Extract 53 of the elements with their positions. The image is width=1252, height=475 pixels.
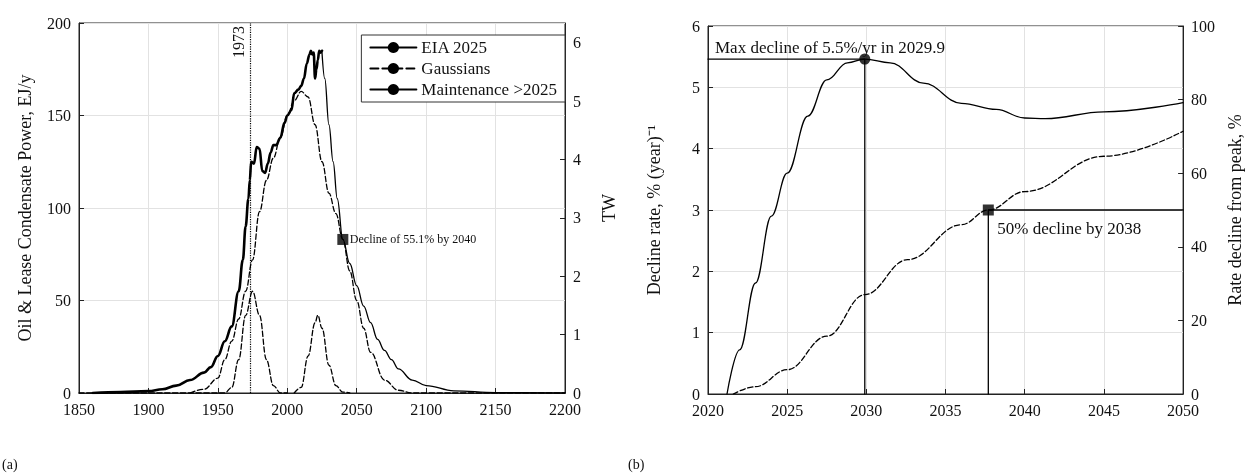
x-tick-label: 2020 [692,401,724,419]
annotation: Decline of 55.1% by 2040 [349,232,477,247]
text: (a) [2,456,18,473]
y2-tick-label: 5 [573,92,581,110]
y-tick-label: 150 [47,107,71,124]
legend-label: Gaussians [421,59,491,78]
legend-label: EIA 2025 [421,38,488,57]
annotation: 50% decline by 2038 [997,219,1142,238]
x-tick-label: 2040 [1008,401,1041,419]
y-tick-label: 5 [692,78,700,96]
y2-tick-label: 40 [1191,238,1208,256]
y2-tick-label: 60 [1191,164,1208,182]
y-tick-label: 6 [692,17,700,35]
x-tick-label: 2050 [1167,401,1200,419]
text: (b) [628,456,645,473]
y2-tick-label: 0 [1191,385,1200,403]
y2-tick-label: 2 [573,267,581,285]
y2-tick-label: 1 [573,326,581,344]
x-tick-label: 2050 [340,400,373,418]
x-tick-label: 1950 [201,400,234,418]
y-axis-title: Oil & Lease Condensate Power, EJ/y [15,74,35,342]
y-tick-label: 50 [55,292,71,309]
y2-tick-label: 0 [573,384,581,402]
y-tick-label: 3 [692,201,700,219]
y2-axis-title: TW [599,194,619,222]
x-tick-label: 1850 [63,400,95,418]
y-tick-label: 1 [692,324,700,342]
y-tick-label: 100 [47,199,71,217]
y2-tick-label: 20 [1191,311,1208,329]
x-tick-label: 2100 [410,400,443,418]
x-tick-label: 2045 [1087,401,1120,419]
x-tick-label: 2030 [850,401,883,419]
y2-tick-label: 100 [1191,17,1216,35]
y2-tick-label: 6 [573,34,581,52]
x-tick-label: 2150 [479,400,512,418]
x-tick-label: 2200 [549,400,581,418]
y2-tick-label: 80 [1191,91,1208,109]
y-tick-label: 4 [692,140,700,158]
y-tick-label: 2 [692,262,700,280]
annotation: Max decline of 5.5%/yr in 2029.9 [715,38,945,58]
x-tick-label: 2025 [771,401,804,419]
x-tick-label: 2000 [271,400,304,418]
legend-label: Maintenance >2025 [421,80,558,99]
x-tick-label: 2035 [929,401,962,419]
y-tick-label: 200 [47,14,71,32]
ref-line-label: 1973 [230,26,248,58]
y2-axis-title: Rate decline from peak, % [1225,114,1245,306]
x-tick-label: 1900 [132,400,165,418]
y2-tick-label: 3 [573,209,581,227]
y2-tick-label: 4 [573,151,581,169]
y-tick-label: 0 [63,384,71,402]
y-axis-title: Decline rate, % (year)⁻¹ [644,124,665,296]
y-tick-label: 0 [692,385,700,403]
